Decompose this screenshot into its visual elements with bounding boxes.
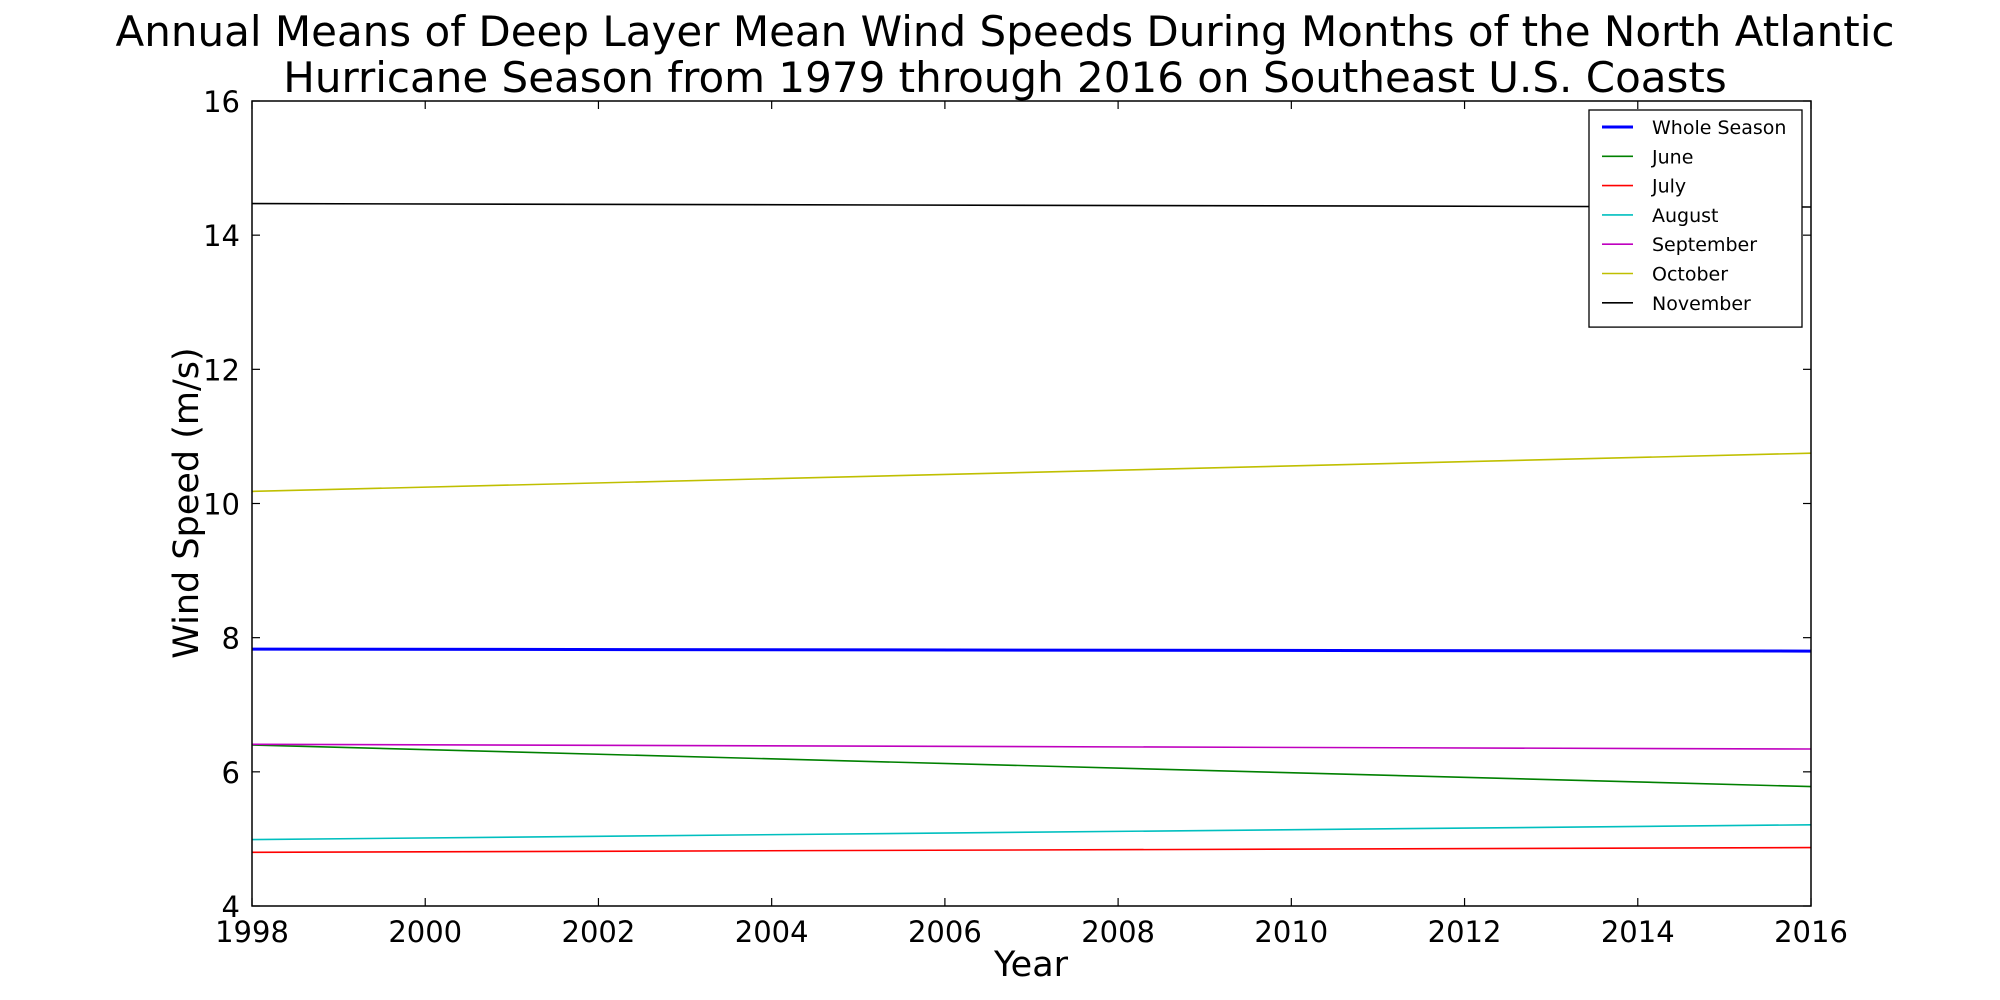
x-tick-label: 2014 <box>1601 915 1675 949</box>
x-tick-label: 2012 <box>1428 915 1502 949</box>
chart-title-line-1: Annual Means of Deep Layer Mean Wind Spe… <box>116 7 1895 56</box>
series-line-july <box>251 846 1812 854</box>
x-tick-label: 2000 <box>388 915 462 949</box>
chart-title: Annual Means of Deep Layer Mean Wind Spe… <box>116 7 1895 102</box>
legend-box <box>1588 109 1803 328</box>
x-tick-label: 2002 <box>562 915 636 949</box>
series-lines <box>251 202 1812 854</box>
y-tick-label: 14 <box>203 219 240 253</box>
series-line-october <box>251 452 1812 493</box>
y-tick-label: 6 <box>222 756 240 790</box>
x-tick-label: 2016 <box>1774 915 1848 949</box>
x-tick-label: 2004 <box>735 915 809 949</box>
y-tick-label: 12 <box>203 353 240 387</box>
y-tick-label: 10 <box>203 488 240 522</box>
axis-ticks <box>251 100 1812 907</box>
legend-label-september: September <box>1652 234 1757 256</box>
legend-label-august: August <box>1652 205 1719 227</box>
x-tick-label: 1998 <box>215 915 289 949</box>
x-tick-labels: 1998 2000 2002 2004 2006 2008 2010 2012 2014 2016 <box>215 915 1848 949</box>
series-line-august <box>251 824 1812 841</box>
legend-label-july: July <box>1651 176 1686 198</box>
chart-title-line-2: Hurricane Season from 1979 through 2016 … <box>283 53 1726 102</box>
x-tick-label: 2010 <box>1254 915 1328 949</box>
legend-label-whole-season: Whole Season <box>1652 117 1786 139</box>
series-line-september <box>251 743 1812 750</box>
x-tick-label: 2006 <box>908 915 982 949</box>
legend-label-october: October <box>1652 264 1728 286</box>
legend-label-june: June <box>1651 146 1693 168</box>
y-tick-label: 8 <box>222 622 240 656</box>
y-tick-label: 4 <box>222 890 240 924</box>
legend-label-november: November <box>1652 293 1751 315</box>
y-tick-labels: 4 6 8 10 12 14 16 <box>203 85 240 924</box>
y-axis-label: Wind Speed (m/s) <box>167 347 207 658</box>
x-axis-label: Year <box>993 945 1069 985</box>
y-tick-label: 16 <box>203 85 240 119</box>
series-line-november <box>251 202 1812 208</box>
x-tick-label: 2008 <box>1081 915 1155 949</box>
legend: Whole Season June July August September Octob… <box>1588 109 1803 328</box>
series-line-whole-season <box>251 647 1812 653</box>
series-line-june <box>251 744 1812 788</box>
plot-area <box>251 100 1812 907</box>
